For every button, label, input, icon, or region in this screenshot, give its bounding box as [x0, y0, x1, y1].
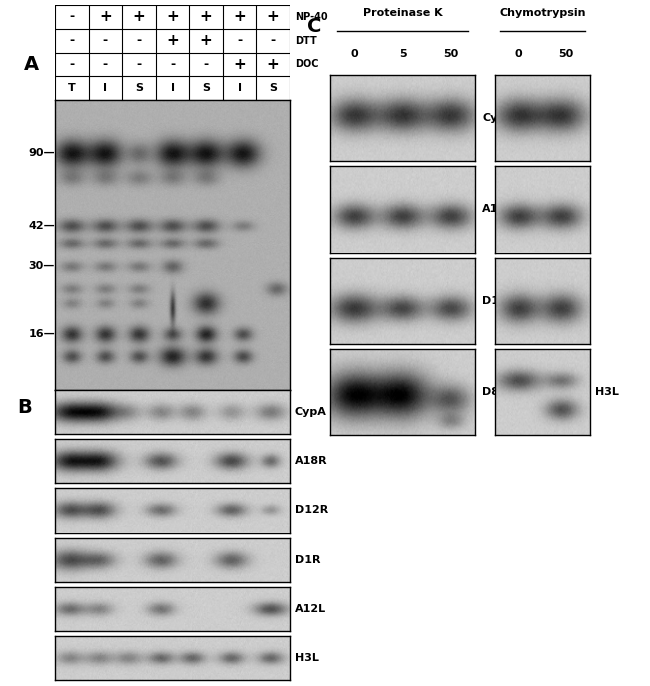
- Text: DTT: DTT: [295, 36, 317, 46]
- Text: +: +: [200, 10, 213, 25]
- Text: -: -: [237, 34, 242, 47]
- Text: 0: 0: [350, 49, 358, 59]
- Text: 30—: 30—: [29, 261, 55, 271]
- Text: 0: 0: [515, 49, 523, 59]
- Text: -: -: [103, 58, 108, 71]
- Text: +: +: [267, 57, 280, 72]
- Text: A18R: A18R: [482, 204, 515, 214]
- Text: Chymotrypsin: Chymotrypsin: [499, 8, 586, 19]
- Text: CypA: CypA: [482, 113, 514, 123]
- Text: 50: 50: [558, 49, 574, 59]
- Text: -: -: [170, 58, 175, 71]
- Text: T: T: [68, 83, 75, 93]
- Text: C: C: [307, 17, 321, 36]
- Text: -: -: [69, 58, 74, 71]
- Text: I: I: [103, 83, 107, 93]
- Text: D12R: D12R: [482, 296, 515, 306]
- Text: -: -: [203, 58, 209, 71]
- Text: Proteinase K: Proteinase K: [363, 8, 442, 19]
- Text: +: +: [233, 10, 246, 25]
- Text: -: -: [69, 34, 74, 47]
- Text: H3L: H3L: [595, 387, 619, 397]
- Text: D8L: D8L: [482, 387, 506, 397]
- Text: S: S: [202, 83, 210, 93]
- Text: -: -: [136, 34, 142, 47]
- Text: +: +: [267, 10, 280, 25]
- Text: I: I: [170, 83, 174, 93]
- Text: I: I: [238, 83, 242, 93]
- Text: 42—: 42—: [28, 221, 55, 230]
- Text: DOC: DOC: [295, 60, 318, 69]
- Text: A: A: [24, 55, 39, 74]
- Text: NP-40: NP-40: [295, 12, 328, 22]
- Text: +: +: [166, 33, 179, 48]
- Text: A12L: A12L: [294, 604, 326, 614]
- Text: -: -: [136, 58, 142, 71]
- Text: B: B: [18, 399, 32, 418]
- Text: 50: 50: [443, 49, 458, 59]
- Text: +: +: [99, 10, 112, 25]
- Text: S: S: [269, 83, 277, 93]
- Text: -: -: [103, 34, 108, 47]
- Text: A18R: A18R: [294, 456, 328, 466]
- Text: +: +: [133, 10, 146, 25]
- Text: +: +: [166, 10, 179, 25]
- Text: -: -: [69, 10, 74, 23]
- Text: CypA: CypA: [294, 407, 326, 417]
- Text: 16—: 16—: [28, 329, 55, 339]
- Text: D12R: D12R: [294, 506, 328, 515]
- Text: H3L: H3L: [294, 653, 318, 663]
- Text: +: +: [233, 57, 246, 72]
- Text: -: -: [270, 34, 276, 47]
- Text: 90—: 90—: [29, 148, 55, 158]
- Text: S: S: [135, 83, 143, 93]
- Text: 5: 5: [398, 49, 406, 59]
- Text: D1R: D1R: [294, 554, 320, 565]
- Text: +: +: [200, 33, 213, 48]
